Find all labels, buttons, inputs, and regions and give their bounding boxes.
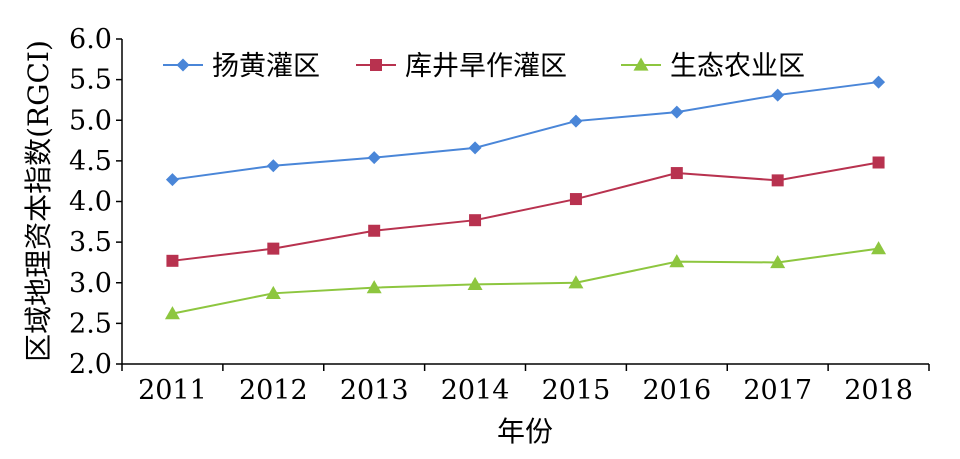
data-point — [368, 224, 381, 237]
data-point — [771, 88, 785, 102]
x-tick-label: 2011 — [138, 375, 207, 406]
y-tick-label: 6.0 — [69, 24, 112, 55]
series-line — [172, 161, 879, 262]
data-point — [569, 114, 583, 128]
data-point — [265, 285, 281, 299]
data-point — [366, 280, 382, 294]
data-point — [871, 241, 887, 255]
series-layer — [164, 75, 887, 320]
x-tick-label: 2018 — [844, 375, 913, 406]
legend-label: 生态农业区 — [670, 51, 805, 82]
data-point — [670, 167, 683, 180]
axes: 2.0 2.5 3.0 3.5 4.0 4.5 5.0 5.5 6.0 2011 2012 2013 2… — [69, 24, 930, 406]
legend-item: 库井旱作灌区 — [356, 51, 567, 82]
data-point — [467, 276, 483, 290]
y-tick-label: 4.0 — [69, 187, 112, 218]
y-tick-label: 2.5 — [69, 308, 112, 339]
data-point — [872, 156, 885, 169]
legend-item: 生态农业区 — [621, 51, 805, 82]
y-tick-label: 3.0 — [69, 268, 112, 299]
data-point — [770, 254, 786, 269]
data-point — [569, 193, 582, 206]
legend-marker — [176, 58, 190, 72]
legend: 扬黄灌区 库井旱作灌区 生态农业区 — [163, 51, 805, 82]
y-tick-label: 2.0 — [69, 349, 112, 380]
legend-marker — [370, 59, 382, 71]
y-tick-label: 5.5 — [69, 65, 112, 96]
legend-label: 扬黄灌区 — [212, 51, 320, 82]
data-point — [669, 254, 685, 268]
x-axis-title: 年份 — [497, 415, 553, 448]
x-tick-label: 2016 — [642, 375, 711, 406]
series-1 — [165, 75, 886, 187]
y-tick-label: 3.5 — [69, 227, 112, 258]
data-point — [568, 275, 584, 289]
data-point — [468, 141, 482, 155]
legend-marker — [633, 57, 649, 71]
y-tick-label: 5.0 — [69, 105, 112, 136]
x-tick-label: 2015 — [542, 375, 611, 406]
y-axis-title: 区域地理资本指数(RGCI) — [22, 40, 55, 362]
series-line — [172, 81, 879, 181]
x-tick-label: 2013 — [340, 375, 409, 406]
data-point — [469, 214, 482, 227]
data-point — [670, 105, 684, 119]
data-point — [267, 242, 280, 255]
series-3 — [164, 241, 887, 320]
data-point — [771, 174, 784, 187]
series-line — [172, 247, 879, 315]
data-point — [266, 159, 280, 173]
series-2 — [166, 156, 885, 267]
data-point — [367, 151, 381, 165]
x-tick-label: 2012 — [239, 375, 308, 406]
y-tick-label: 4.5 — [69, 146, 112, 177]
legend-item: 扬黄灌区 — [163, 51, 320, 82]
x-tick-label: 2017 — [743, 375, 812, 406]
data-point — [165, 173, 179, 187]
data-point — [872, 75, 886, 89]
data-point — [164, 306, 180, 320]
data-point — [166, 254, 179, 267]
x-tick-label: 2014 — [441, 375, 510, 406]
legend-label: 库井旱作灌区 — [405, 51, 567, 82]
